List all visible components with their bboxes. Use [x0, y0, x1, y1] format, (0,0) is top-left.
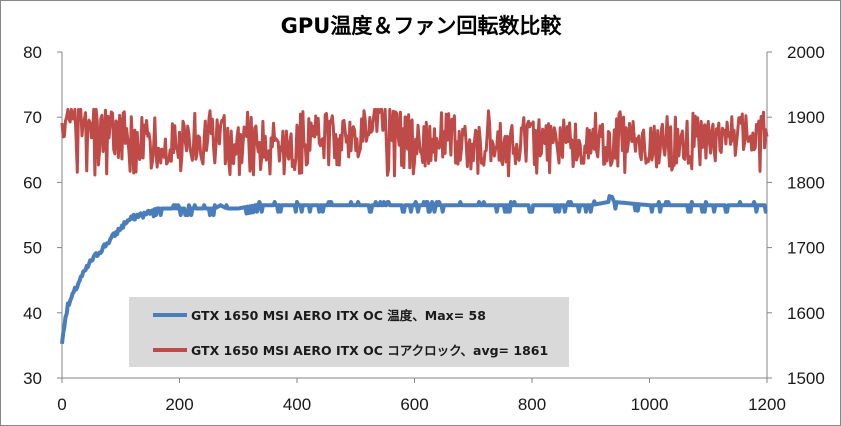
left-axis-tick-label: 60: [23, 173, 42, 192]
x-axis-tick-label: 1200: [748, 395, 786, 414]
x-axis-tick-label: 200: [165, 395, 193, 414]
x-axis-tick-label: 600: [400, 395, 428, 414]
left-axis-tick-label: 50: [23, 239, 42, 258]
right-axis-tick-label: 2000: [787, 43, 825, 62]
right-axis-tick-label: 1800: [787, 173, 825, 192]
legend-box: [129, 297, 569, 367]
left-axis-tick-label: 70: [23, 108, 42, 127]
axes: [57, 51, 772, 383]
series-layer: [60, 107, 769, 345]
legend: GTX 1650 MSI AERO ITX OC 温度、Max= 58 GTX …: [129, 297, 569, 367]
x-axis-tick-labels: 0 200 400 600 800 1000 1200: [57, 395, 786, 414]
x-axis-tick-label: 400: [283, 395, 311, 414]
series-line-clock: [60, 107, 769, 178]
chart-title: GPU温度＆ファン回転数比較: [281, 14, 563, 38]
left-axis-tick-label: 40: [23, 304, 42, 323]
left-axis-tick-label: 80: [23, 43, 42, 62]
x-axis-tick-label: 0: [57, 395, 66, 414]
left-axis-tick-label: 30: [23, 369, 42, 388]
right-axis-tick-label: 1700: [787, 239, 825, 258]
legend-label-clock: GTX 1650 MSI AERO ITX OC コアクロック、avg= 186…: [191, 343, 548, 358]
right-axis-tick-label: 1600: [787, 304, 825, 323]
series-line-temperature: [60, 194, 768, 345]
right-axis-tick-labels: 1500 1600 1700 1800 1900 2000: [787, 43, 825, 388]
right-axis-tick-label: 1900: [787, 108, 825, 127]
left-axis-tick-labels: 30 40 50 60 70 80: [23, 43, 42, 388]
x-axis-tick-label: 800: [518, 395, 546, 414]
legend-label-temperature: GTX 1650 MSI AERO ITX OC 温度、Max= 58: [191, 308, 486, 323]
x-axis-tick-label: 1000: [631, 395, 669, 414]
right-axis-tick-label: 1500: [787, 369, 825, 388]
